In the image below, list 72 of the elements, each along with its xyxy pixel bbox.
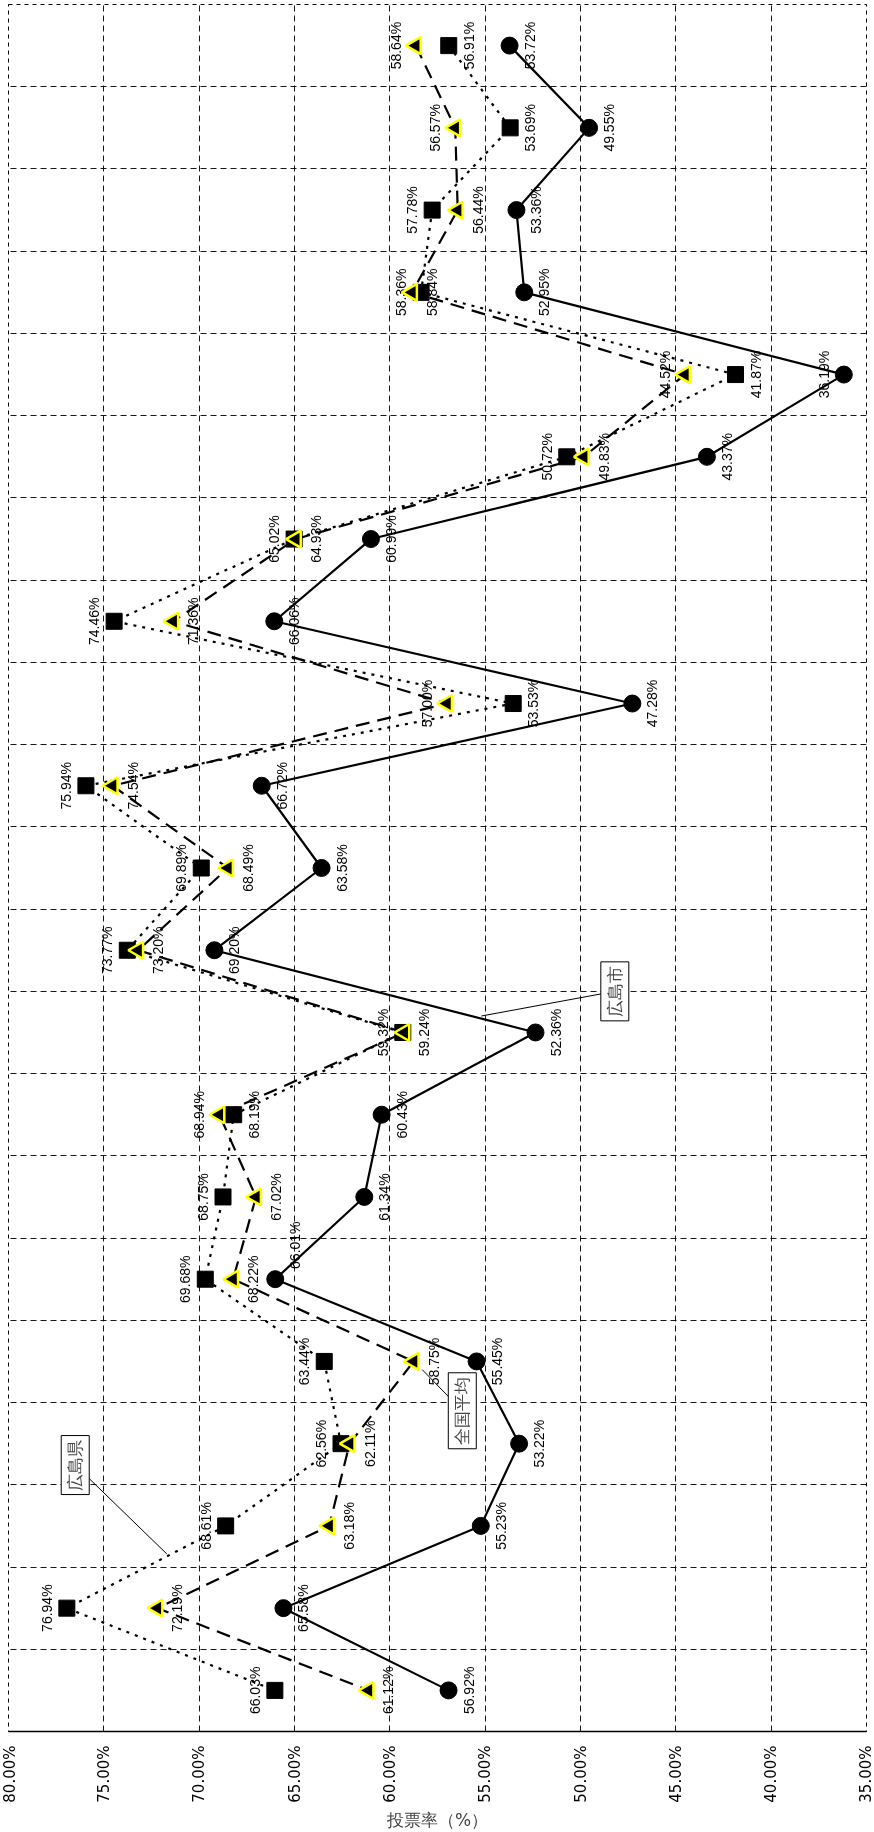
data-label: 53.69% (522, 104, 539, 152)
data-label: 61.12% (380, 1666, 397, 1715)
data-label: 43.37% (718, 433, 735, 481)
x-tick-label: 65.00% (285, 1745, 304, 1803)
x-tick-label: 55.00% (476, 1745, 495, 1803)
data-label: 62.56% (313, 1419, 330, 1468)
data-label: 53.72% (521, 21, 538, 70)
data-label: 75.94% (57, 762, 74, 810)
data-label: 61.34% (376, 1173, 393, 1221)
data-label: 59.32% (374, 1008, 391, 1057)
data-label: 65.02% (266, 515, 283, 563)
data-label: 56.44% (469, 186, 486, 234)
data-label: 57.78% (404, 186, 421, 234)
data-label: 56.57% (427, 104, 444, 152)
data-label: 74.46% (86, 597, 103, 646)
x-tick-label: 75.00% (94, 1745, 113, 1803)
data-label: 50.72% (538, 433, 555, 481)
data-label: 74.54% (124, 762, 141, 810)
data-label: 68.22% (245, 1255, 262, 1303)
data-label: 69.68% (177, 1255, 194, 1303)
data-label: 73.20% (150, 926, 167, 974)
data-label: 73.77% (99, 926, 116, 974)
data-label: 64.93% (307, 515, 324, 563)
text: 広島市 (604, 965, 625, 1017)
data-label: 63.58% (333, 844, 350, 892)
data-label: 47.28% (644, 679, 661, 728)
data-label: 56.91% (460, 21, 477, 70)
data-label: 60.99% (382, 515, 399, 563)
data-label: 63.44% (296, 1337, 313, 1386)
data-label: 66.06% (286, 597, 303, 646)
data-label: 62.11% (361, 1420, 378, 1467)
data-label: 41.87% (747, 350, 764, 399)
data-label: 58.36% (393, 268, 410, 317)
data-label: 49.55% (601, 104, 618, 152)
data-label: 68.75% (195, 1173, 211, 1221)
data-label: 68.49% (239, 844, 256, 892)
data-label: 66.03% (246, 1666, 263, 1715)
data-label: 76.94% (38, 1584, 55, 1632)
data-label: 58.64% (387, 21, 404, 70)
data-label: 71.36% (185, 597, 202, 646)
data-label: 53.53% (525, 679, 542, 728)
data-label: 69.89% (173, 844, 190, 892)
data-label: 53.36% (528, 186, 545, 234)
x-tick-label: 70.00% (190, 1745, 209, 1803)
data-label: 69.20% (226, 926, 243, 974)
x-tick-label: 35.00% (856, 1745, 874, 1803)
data-label: 68.94% (191, 1090, 208, 1139)
x-tick-label: 40.00% (762, 1745, 781, 1803)
data-label: 66.01% (287, 1221, 304, 1269)
x-axis-title: 投票率（%） (385, 1809, 489, 1830)
data-label: 49.83% (595, 433, 612, 481)
data-label: 68.61% (197, 1502, 214, 1550)
data-label: 63.18% (341, 1502, 358, 1550)
data-label: 59.24% (416, 1008, 433, 1057)
data-label: 68.19% (245, 1090, 262, 1139)
text: 広島県 (65, 1439, 86, 1491)
data-label: 58.75% (425, 1337, 442, 1386)
data-label: 53.22% (531, 1419, 548, 1468)
x-tick-label: 60.00% (380, 1745, 399, 1803)
data-label: 66.72% (273, 762, 290, 810)
data-label: 52.36% (547, 1008, 564, 1057)
data-label: 55.23% (492, 1502, 509, 1550)
data-label: 52.95% (536, 268, 553, 317)
data-label: 55.45% (488, 1337, 505, 1386)
data-label: 67.02% (267, 1173, 284, 1221)
text: 全国平均 (452, 1376, 473, 1445)
data-label: 65.58% (295, 1584, 312, 1632)
x-tick-label: 80.00% (0, 1745, 19, 1803)
x-tick-label: 50.00% (571, 1745, 590, 1803)
data-label: 56.92% (460, 1666, 477, 1715)
x-tick-label: 45.00% (666, 1745, 685, 1803)
data-label: 60.43% (393, 1090, 410, 1139)
